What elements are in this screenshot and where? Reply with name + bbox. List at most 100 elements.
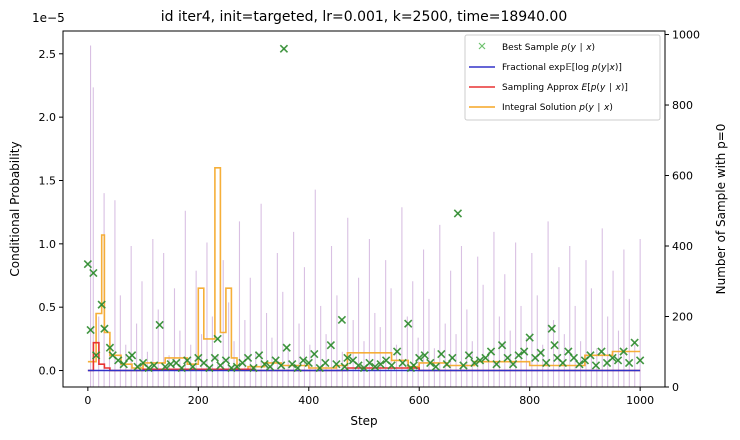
best-sample-point (470, 358, 479, 368)
best-sample-point (409, 361, 418, 370)
best-sample-point (91, 351, 101, 360)
best-sample-point (260, 360, 269, 369)
y-axis-label: Conditional Probability (8, 141, 22, 276)
best-sample-point (105, 343, 115, 352)
best-sample-point (508, 360, 518, 369)
best-sample-point (586, 351, 595, 360)
best-sample-point (630, 338, 639, 347)
chart-title: id iter4, init=targeted, lr=0.001, k=250… (161, 9, 568, 25)
best-sample-point (97, 300, 106, 309)
best-sample-point (437, 349, 446, 359)
best-sample-point (213, 334, 222, 344)
legend-label-fractional: Fractional exp𝔼[log p(y|x)] (502, 63, 622, 73)
best-sample-point (205, 363, 214, 373)
y-tick-label: 1.0 (39, 238, 57, 251)
best-sample-point (114, 356, 123, 365)
y-right-tick-label: 200 (672, 311, 693, 324)
best-sample-point (415, 353, 424, 363)
best-sample-point (558, 358, 567, 368)
best-sample-point (525, 333, 534, 342)
best-sample-point (293, 363, 302, 373)
best-sample-point (86, 325, 95, 335)
y-tick-label: 0.0 (39, 365, 57, 378)
best-sample-point (326, 341, 336, 350)
best-sample-point (221, 356, 231, 365)
y-right-tick-label: 0 (672, 381, 679, 394)
best-sample-point (376, 360, 385, 369)
legend-label-integral: Integral Solution p(y ∣ x) (502, 103, 613, 113)
y-right-tick-label: 1000 (672, 29, 700, 42)
best-sample-point (464, 351, 474, 360)
x-tick-label: 600 (409, 394, 430, 407)
legend-label-best-sample: Best Sample p(y ∣ x) (502, 43, 595, 53)
best-sample-point (392, 347, 402, 356)
best-sample-point (497, 341, 507, 350)
best-sample-point (144, 363, 153, 373)
legend-marker-x (478, 42, 486, 50)
best-sample-point (354, 361, 363, 370)
best-sample-point (83, 259, 93, 269)
best-sample-point (149, 361, 159, 370)
legend-box (464, 34, 661, 121)
best-sample-point (177, 363, 186, 373)
best-sample-point (89, 268, 98, 278)
legend-item-sampling: Sampling Approx E[p(y ∣ x)] (469, 83, 628, 93)
best-sample-point (387, 361, 396, 370)
best-sample-point (232, 362, 242, 371)
best-sample-point (624, 358, 634, 368)
x-tick-label: 400 (298, 394, 319, 407)
best-sample-point (426, 358, 435, 368)
best-sample-point (210, 353, 220, 363)
best-sample-point (514, 351, 523, 360)
best-sample-point (337, 315, 347, 325)
best-sample-point (486, 347, 496, 356)
best-sample-point (448, 353, 457, 363)
best-sample-point (279, 44, 289, 53)
best-sample-point (420, 351, 429, 360)
best-sample-point (404, 319, 413, 328)
best-sample-point (321, 358, 330, 368)
best-sample-point (133, 362, 142, 371)
y-tick-label: 1.5 (39, 174, 57, 187)
best-sample-point (635, 356, 645, 365)
best-sample-point (282, 343, 291, 352)
y-tick-label: 0.5 (39, 301, 57, 314)
best-sample-point (155, 320, 164, 330)
best-sample-point (288, 360, 297, 369)
best-sample-point (613, 356, 623, 365)
best-sample-point (249, 363, 258, 373)
best-sample-point (608, 353, 617, 363)
x-tick-label: 800 (519, 394, 540, 407)
y-offset-label: 1e−5 (32, 11, 65, 25)
legend-label-sampling: Sampling Approx E[p(y ∣ x)] (502, 83, 628, 93)
best-sample-point (591, 361, 601, 370)
y-axis-right-label: Number of Sample with p=0 (714, 124, 728, 295)
plot-frame (62, 30, 666, 388)
best-sample-point (243, 353, 253, 363)
best-sample-point (575, 360, 584, 369)
legend: Best Sample p(y ∣ x) Fractional exp𝔼[log… (464, 34, 661, 121)
best-sample-point (519, 347, 529, 356)
best-sample-point (453, 209, 463, 218)
best-sample-point (276, 361, 286, 370)
best-sample-point (475, 356, 485, 365)
best-sample-point (459, 361, 468, 370)
best-sample-point (304, 358, 313, 368)
best-sample-point (542, 358, 551, 368)
legend-item-fractional: Fractional exp𝔼[log p(y|x)] (469, 63, 622, 73)
best-sample-point (340, 362, 349, 371)
best-sample-point (597, 347, 606, 356)
legend-item-best-sample: Best Sample p(y ∣ x) (478, 42, 595, 53)
best-sample-point (127, 351, 137, 360)
x-tick-label: 1000 (626, 394, 654, 407)
x-axis-label: Step (350, 414, 377, 428)
best-sample-point (547, 324, 556, 333)
best-sample-point (254, 351, 264, 360)
best-sample-point (370, 362, 380, 371)
y-right-tick-label: 400 (672, 240, 693, 253)
y-right-tick-label: 600 (672, 170, 693, 183)
axes: 0 200 400 600 800 1000 0.0 0.5 1.0 1.5 2.0 2.5 0 200 4… (39, 29, 701, 407)
y-tick-label: 2.5 (39, 48, 57, 61)
best-sample-point (619, 347, 628, 356)
